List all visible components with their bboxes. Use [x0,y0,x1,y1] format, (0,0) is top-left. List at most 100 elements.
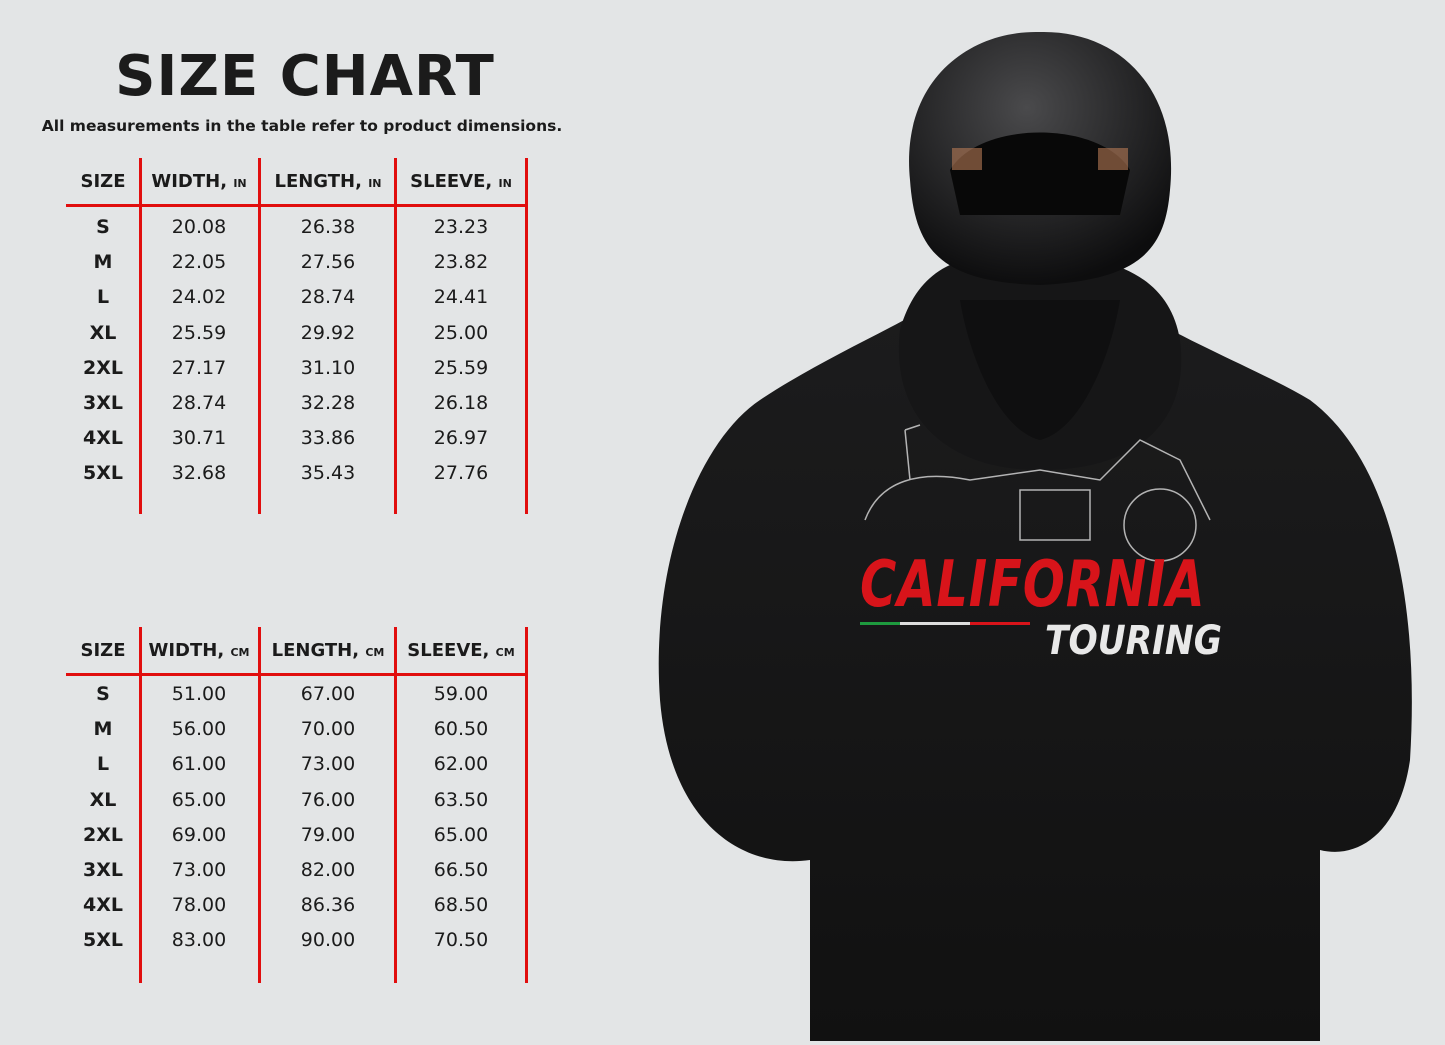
measurement-cell: 51.00 [171,683,227,705]
measurement-cell: 28.74 [300,286,356,309]
measurement-cell: 23.82 [433,251,489,274]
measurement-cell: 56.00 [171,718,227,741]
size-label: S [96,683,110,705]
header-unit: CM [495,646,515,659]
product-photo [620,0,1445,1041]
column-header: SLEEVE, IN [391,171,531,192]
measurement-cell: 24.02 [171,286,227,309]
measurement-cell: 65.00 [171,788,227,811]
measurement-cell: 73.00 [171,859,227,881]
size-label: M [93,251,113,274]
column-divider [394,158,397,514]
measurement-cell: 70.50 [433,929,489,952]
measurement-cell: 27.56 [300,251,356,274]
measurement-cell: 79.00 [300,823,356,846]
column-divider [525,627,528,983]
measurement-cell: 65.00 [433,823,489,846]
header-label: WIDTH, [151,171,228,192]
column-divider [394,627,397,983]
header-unit: CM [230,646,250,659]
column-divider [139,158,142,514]
measurement-cell: 25.00 [433,321,489,344]
header-label: LENGTH, [274,171,362,192]
measurement-cell: 70.00 [300,718,356,741]
header-unit: IN [368,177,382,190]
header-divider [66,204,528,207]
header-label: LENGTH, [271,640,360,661]
measurement-cell: 27.17 [171,356,227,379]
column-header: LENGTH, IN [258,171,398,192]
header-divider [66,673,528,676]
measurement-cell: 60.50 [433,718,489,741]
header-label: SLEEVE, [410,171,493,192]
size-label: XL [89,321,117,344]
size-label: L [96,286,110,309]
measurement-cell: 82.00 [300,859,356,881]
measurement-cell: 59.00 [433,683,489,705]
column-divider [258,158,261,514]
column-header: SIZE [33,171,173,192]
size-label: 3XL [83,392,123,414]
size-label: M [93,718,113,741]
column-header: WIDTH, IN [129,171,269,192]
size-label: 4XL [83,894,123,917]
header-unit: CM [365,646,385,659]
size-label: 2XL [83,356,123,379]
size-table-centimeters: SIZE WIDTH, CM LENGTH, CM SLEEVE, CM S 51.00 6… [66,627,528,983]
measurement-cell: 86.36 [300,894,356,917]
measurement-cell: 26.97 [433,427,489,450]
measurement-cell: 33.86 [300,427,356,450]
size-label: S [96,216,110,238]
measurement-cell: 61.00 [171,753,227,776]
size-label: L [96,753,110,776]
measurement-cell: 63.50 [433,788,489,811]
measurement-cell: 32.68 [171,462,227,485]
column-divider [525,158,528,514]
column-divider [139,627,142,983]
header-label: SLEEVE, [407,640,490,661]
measurement-cell: 25.59 [171,321,227,344]
column-header: SLEEVE, CM [391,640,531,661]
measurement-cell: 31.10 [300,356,356,379]
column-header: WIDTH, CM [129,640,269,661]
measurement-cell: 26.18 [433,392,489,414]
measurement-cell: 35.43 [300,462,356,485]
measurement-cell: 76.00 [300,788,356,811]
header-unit: IN [233,177,247,190]
measurement-cell: 66.50 [433,859,489,881]
header-label: WIDTH, [148,640,225,661]
size-label: 4XL [83,427,123,450]
measurement-cell: 83.00 [171,929,227,952]
header-label: SIZE [80,640,126,661]
measurement-cell: 20.08 [171,216,227,238]
page-subtitle: All measurements in the table refer to p… [41,117,563,135]
measurement-cell: 29.92 [300,321,356,344]
column-divider [258,627,261,983]
print-touring: TOURING [1045,618,1222,664]
header-unit: IN [498,177,512,190]
size-label: 5XL [83,462,123,485]
measurement-cell: 78.00 [171,894,227,917]
size-table-inches: SIZE WIDTH, IN LENGTH, IN SLEEVE, IN S 20.08 2… [66,158,528,514]
measurement-cell: 22.05 [171,251,227,274]
size-label: 3XL [83,859,123,881]
measurement-cell: 25.59 [433,356,489,379]
measurement-cell: 26.38 [300,216,356,238]
measurement-cell: 69.00 [171,823,227,846]
measurement-cell: 67.00 [300,683,356,705]
size-label: 2XL [83,823,123,846]
measurement-cell: 23.23 [433,216,489,238]
measurement-cell: 28.74 [171,392,227,414]
print-california: CALIFORNIA [860,548,1206,622]
page-title: SIZE CHART [115,44,495,109]
measurement-cell: 24.41 [433,286,489,309]
measurement-cell: 62.00 [433,753,489,776]
measurement-cell: 90.00 [300,929,356,952]
measurement-cell: 27.76 [433,462,489,485]
column-header: SIZE [33,640,173,661]
size-label: 5XL [83,929,123,952]
size-label: XL [89,788,117,811]
measurement-cell: 30.71 [171,427,227,450]
measurement-cell: 32.28 [300,392,356,414]
measurement-cell: 68.50 [433,894,489,917]
